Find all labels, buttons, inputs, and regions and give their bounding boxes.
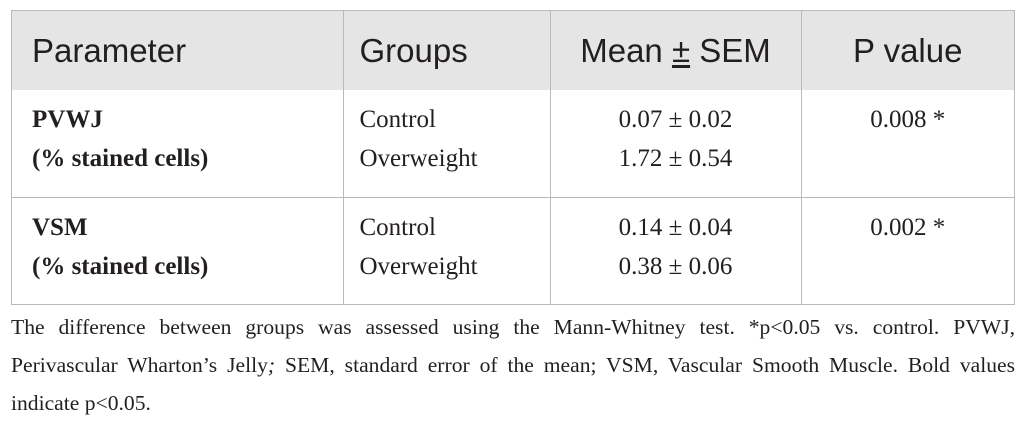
footnote-text-part2: SEM, standard error of the mean; VSM, Va… [11, 353, 1015, 415]
header-parameter: Parameter [32, 31, 187, 69]
group-control: Control [359, 106, 436, 133]
header-p-value: P value [800, 11, 1014, 90]
table-header-row: Parameter Groups Mean ± SEM P value [12, 11, 1014, 90]
table-row-pvwj: PVWJ (% stained cells) Control Overweigh… [12, 90, 1014, 197]
parameter-name: PVWJ [32, 106, 103, 133]
results-table: Parameter Groups Mean ± SEM P value PVWJ… [12, 11, 1014, 304]
groups-cell: Control Overweight [342, 90, 550, 197]
parameter-cell: PVWJ (% stained cells) [12, 90, 343, 197]
mean-cell: 0.07 ± 0.02 1.72 ± 0.54 [549, 90, 801, 197]
mean-cell: 0.14 ± 0.04 0.38 ± 0.06 [549, 196, 801, 304]
group-overweight: Overweight [359, 145, 478, 172]
parameter-name: VSM [32, 213, 88, 241]
header-mean-label: Mean [580, 31, 672, 69]
header-plus-minus: ± [671, 31, 691, 69]
header-groups: Groups [342, 11, 550, 90]
parameter-cell: VSM (% stained cells) [12, 196, 343, 304]
mean-overweight: 0.38 ± 0.06 [618, 252, 733, 280]
table-footnote: The difference between groups was assess… [11, 308, 1015, 422]
p-value-cell: 0.008 * [800, 90, 1014, 197]
parameter-unit: (% stained cells) [32, 145, 209, 172]
table-row-vsm: VSM (% stained cells) Control Overweight… [12, 196, 1014, 304]
p-value-cell: 0.002 * [800, 196, 1014, 304]
data-table-container: Parameter Groups Mean ± SEM P value PVWJ… [11, 10, 1015, 305]
group-overweight: Overweight [359, 252, 478, 280]
mean-control: 0.07 ± 0.02 [618, 106, 733, 133]
parameter-unit: (% stained cells) [32, 252, 209, 280]
header-sem-label: SEM [690, 31, 771, 69]
header-mean-sem: Mean ± SEM [549, 11, 801, 90]
group-control: Control [359, 213, 436, 241]
groups-cell: Control Overweight [342, 196, 550, 304]
footnote-text-part1: The difference between groups was assess… [11, 315, 1015, 377]
mean-control: 0.14 ± 0.04 [618, 213, 733, 241]
footnote-italic-semicolon: ; [267, 353, 276, 377]
mean-overweight: 1.72 ± 0.54 [618, 145, 733, 172]
